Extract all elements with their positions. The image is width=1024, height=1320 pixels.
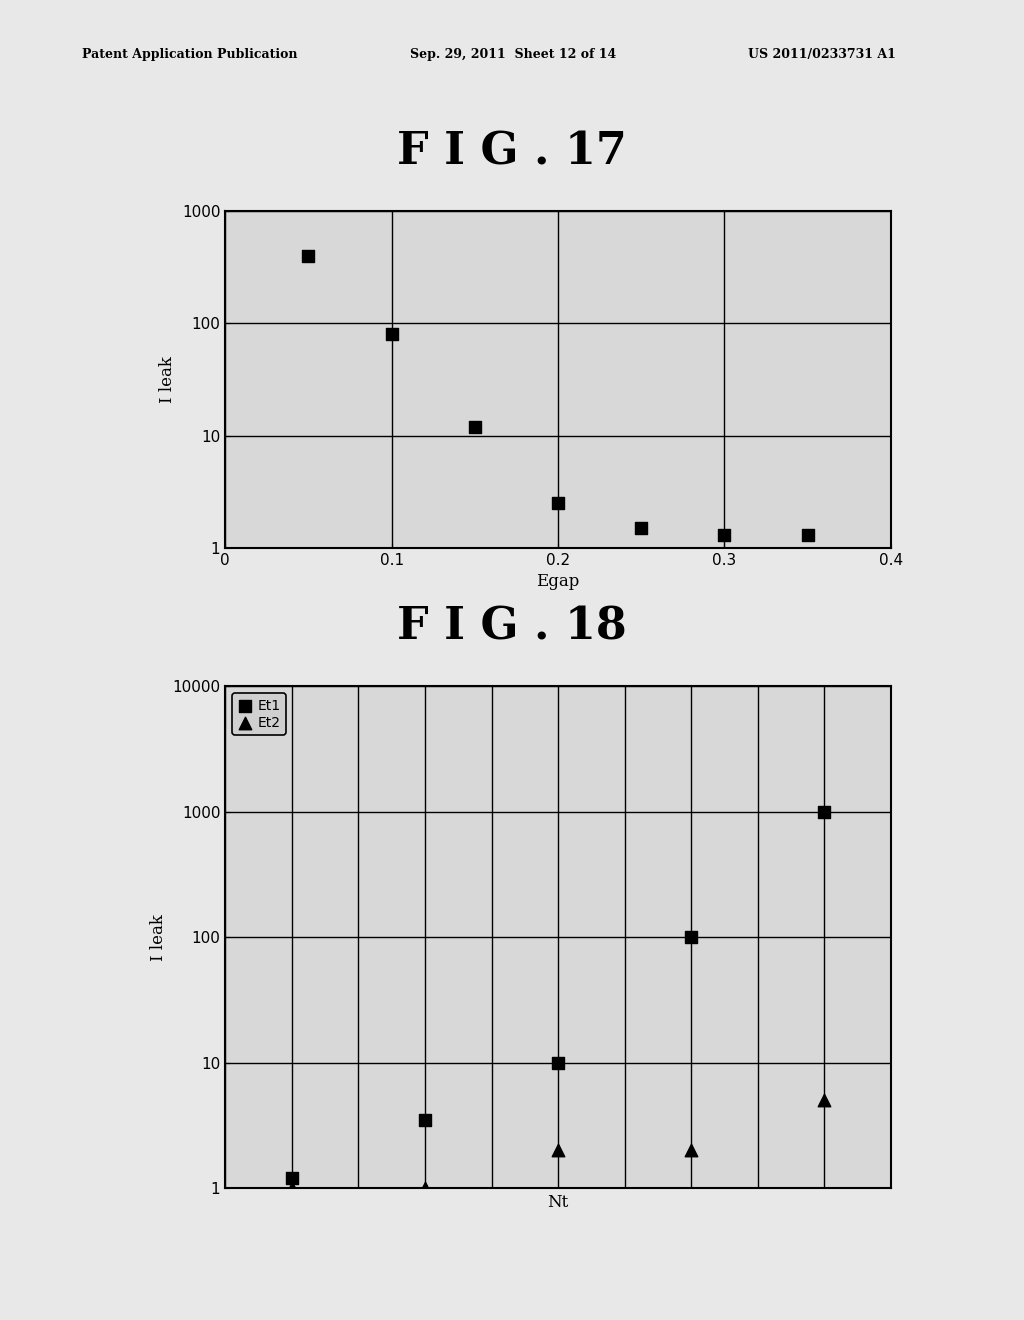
Et1 bbox=[284, 1167, 300, 1188]
Et2 bbox=[683, 1139, 699, 1160]
Point bbox=[800, 524, 816, 545]
Y-axis label: I leak: I leak bbox=[160, 356, 176, 403]
Et2 bbox=[284, 1177, 300, 1199]
Text: Sep. 29, 2011  Sheet 12 of 14: Sep. 29, 2011 Sheet 12 of 14 bbox=[410, 48, 615, 61]
Point bbox=[383, 323, 399, 345]
Point bbox=[300, 246, 316, 267]
Et1 bbox=[683, 927, 699, 948]
Et1 bbox=[816, 801, 833, 822]
Text: F I G . 18: F I G . 18 bbox=[397, 606, 627, 648]
Point bbox=[717, 524, 733, 545]
X-axis label: Nt: Nt bbox=[548, 1193, 568, 1210]
X-axis label: Egap: Egap bbox=[537, 573, 580, 590]
Point bbox=[633, 517, 649, 539]
Legend: Et1, Et2: Et1, Et2 bbox=[232, 693, 286, 735]
Et2 bbox=[816, 1090, 833, 1111]
Et2 bbox=[550, 1139, 566, 1160]
Et1 bbox=[417, 1109, 433, 1130]
Y-axis label: I leak: I leak bbox=[150, 913, 167, 961]
Text: F I G . 17: F I G . 17 bbox=[397, 131, 627, 173]
Et1 bbox=[550, 1052, 566, 1073]
Text: US 2011/0233731 A1: US 2011/0233731 A1 bbox=[748, 48, 895, 61]
Et2 bbox=[417, 1177, 433, 1199]
Text: Patent Application Publication: Patent Application Publication bbox=[82, 48, 297, 61]
Point bbox=[467, 416, 483, 437]
Point bbox=[550, 492, 566, 513]
